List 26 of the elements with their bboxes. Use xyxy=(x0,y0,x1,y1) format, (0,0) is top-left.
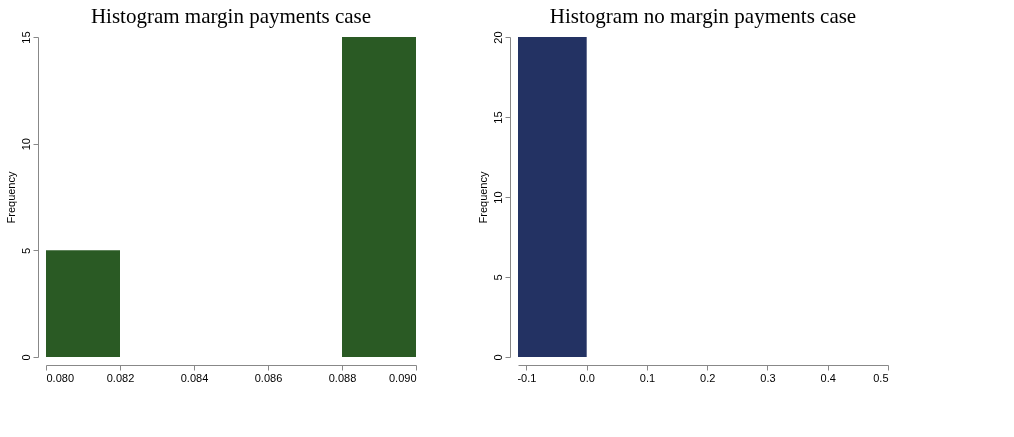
y-tick-label: 0 xyxy=(19,354,32,361)
x-tick-label: 0.086 xyxy=(254,371,283,384)
y-tick-label: 10 xyxy=(19,138,32,151)
x-tick-label: -0.1 xyxy=(517,371,537,384)
y-tick-label: 15 xyxy=(19,31,32,44)
x-tick-label: 0.2 xyxy=(700,371,716,384)
x-tick-label: 0.1 xyxy=(639,371,656,384)
x-tick-label: 0.5 xyxy=(873,371,889,384)
y-tick-label: 10 xyxy=(491,191,504,204)
y-axis-title: Frequency xyxy=(476,171,489,224)
y-tick-label: 20 xyxy=(491,31,504,44)
chart-title: Histogram margin payments case xyxy=(90,3,372,28)
x-tick-label: 0.080 xyxy=(46,371,75,384)
x-tick-label: 0.082 xyxy=(106,371,135,384)
y-tick-label: 0 xyxy=(491,354,504,361)
x-tick-label: 0.3 xyxy=(760,371,776,384)
chart-title: Histogram no margin payments case xyxy=(549,3,857,28)
y-tick-label: 15 xyxy=(491,111,504,124)
x-tick-label: 0.4 xyxy=(820,371,836,384)
x-tick-label: 0.0 xyxy=(579,371,595,384)
x-tick-label: 0.090 xyxy=(388,371,417,384)
y-axis-title: Frequency xyxy=(4,171,17,224)
x-tick-label: 0.084 xyxy=(180,371,209,384)
y-tick-label: 5 xyxy=(491,274,504,281)
x-tick-label: 0.088 xyxy=(328,371,357,384)
y-tick-label: 5 xyxy=(19,247,32,254)
